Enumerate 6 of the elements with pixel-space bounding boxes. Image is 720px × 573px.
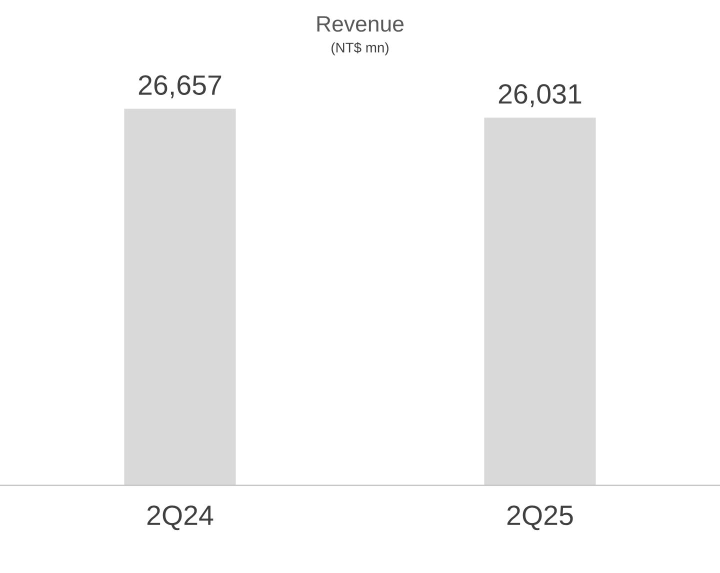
- data-label: 26,657: [138, 75, 222, 98]
- chart-title: Revenue: [317, 16, 404, 32]
- x-tick-label: 2Q25: [507, 506, 573, 530]
- chart-subtitle: (NT$ mn): [332, 42, 388, 56]
- data-label: 26,031: [498, 84, 582, 108]
- x-tick-label: 2Q24: [147, 506, 214, 530]
